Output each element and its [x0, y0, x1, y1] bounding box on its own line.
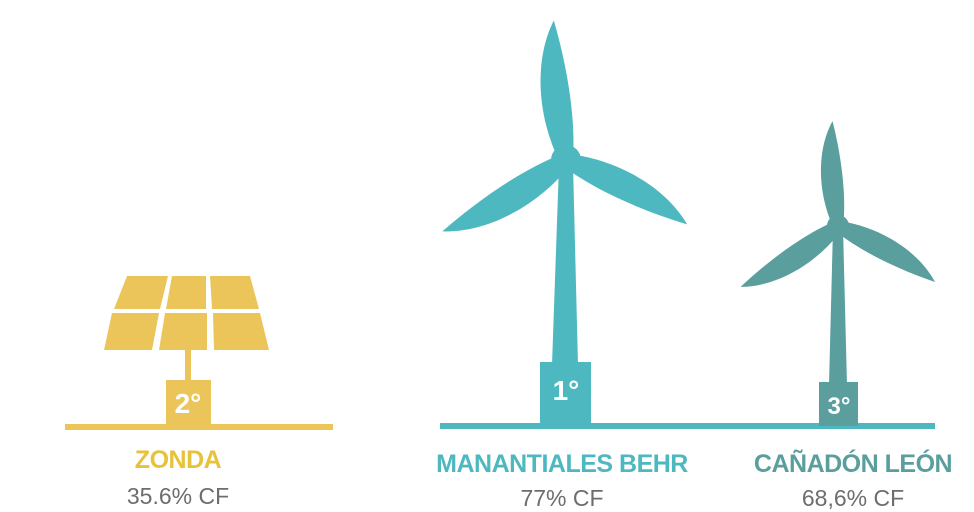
rank: 1° [553, 375, 580, 406]
rank-box [166, 380, 211, 424]
hub [551, 145, 581, 175]
hub [827, 215, 849, 237]
solar-cell [159, 313, 207, 350]
solar-cell [213, 313, 269, 350]
blade [534, 19, 577, 162]
tower [829, 228, 847, 385]
blade [561, 143, 696, 234]
rank-box [819, 382, 858, 426]
rank-box [540, 362, 591, 426]
capacity-factor: 35.6% CF [127, 483, 229, 509]
site-name: MANANTIALES BEHR [436, 450, 688, 478]
wind-turbine-icon [736, 120, 943, 426]
rank: 3° [828, 393, 851, 420]
rank: 2° [175, 388, 202, 419]
tower [552, 165, 578, 365]
capacity-factor: 77% CF [520, 485, 603, 511]
solar-cell [166, 276, 206, 309]
blade [818, 120, 846, 227]
solar-pole [185, 350, 191, 382]
solar-cell [210, 276, 259, 309]
solar-cell [114, 276, 168, 309]
solar-icon [65, 276, 333, 430]
solar-cell [104, 313, 159, 350]
site-name: CAÑADÓN LEÓN [754, 448, 952, 478]
site-name: ZONDA [135, 446, 222, 474]
wind-turbine-icon [437, 19, 935, 429]
ground-line [440, 423, 935, 429]
ground-line [65, 424, 333, 430]
capacity-factor: 68,6% CF [802, 485, 904, 511]
blade [833, 212, 943, 289]
